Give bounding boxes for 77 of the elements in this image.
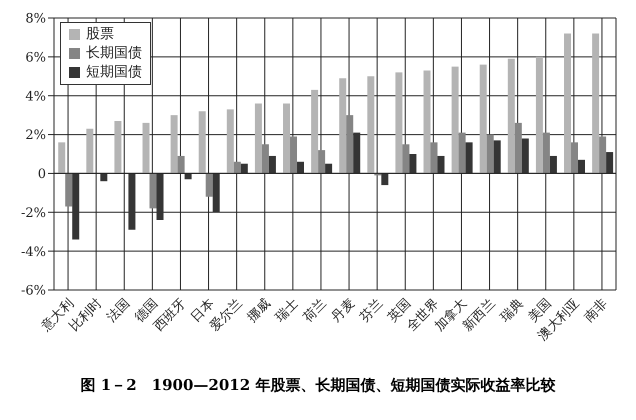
bar xyxy=(86,128,94,174)
bar xyxy=(268,156,276,174)
bar xyxy=(486,134,494,174)
bar xyxy=(325,164,332,174)
bar xyxy=(480,64,487,174)
bar xyxy=(240,164,248,174)
x-tick-label: 瑞典 xyxy=(497,296,526,326)
bar xyxy=(297,162,304,174)
bar xyxy=(212,173,220,212)
bar xyxy=(339,78,346,174)
bar xyxy=(550,156,557,174)
bar xyxy=(58,142,66,174)
bar xyxy=(564,34,572,174)
bar xyxy=(430,142,438,174)
bar xyxy=(346,115,354,174)
bar xyxy=(262,144,269,174)
bar xyxy=(395,72,402,174)
bar xyxy=(542,132,550,174)
bar xyxy=(65,173,72,206)
y-tick-label: -6% xyxy=(20,284,46,299)
y-tick-label: 2% xyxy=(25,128,46,144)
bar xyxy=(606,152,614,174)
bar xyxy=(114,120,122,174)
text: 图 1－2 1900—2012 年股票、长期国债、短期国债实际收益率比较 xyxy=(80,376,556,395)
legend-label: 股票 xyxy=(86,25,114,44)
x-tick-label: 荷兰 xyxy=(300,296,330,326)
bar xyxy=(234,162,241,174)
x-tick-label: 芬兰 xyxy=(356,296,386,326)
bar xyxy=(599,136,606,174)
y-tick-label: 4% xyxy=(25,89,46,104)
bar xyxy=(409,154,416,174)
bar xyxy=(466,142,473,174)
bar xyxy=(150,173,157,208)
bar xyxy=(536,56,543,174)
bar xyxy=(142,122,150,174)
bar xyxy=(578,160,586,174)
bar xyxy=(571,142,578,174)
y-tick-label: 6% xyxy=(25,50,46,66)
bar xyxy=(206,173,213,197)
bar xyxy=(72,173,80,240)
x-tick-label: 丹麦 xyxy=(328,296,358,326)
bar xyxy=(381,173,388,186)
bar xyxy=(156,173,164,220)
bar xyxy=(508,58,515,174)
bar xyxy=(290,136,298,174)
legend-label: 长期国债 xyxy=(86,44,142,63)
bar xyxy=(311,90,318,174)
bar xyxy=(283,103,290,174)
bar xyxy=(458,132,466,174)
y-tick-label: 0 xyxy=(38,167,46,182)
legend-label: 短期国债 xyxy=(86,63,142,82)
bar xyxy=(198,111,206,174)
bar xyxy=(170,115,178,174)
bar xyxy=(178,156,185,174)
bar xyxy=(226,109,234,174)
y-tick-label: 8% xyxy=(25,12,46,27)
bar xyxy=(522,138,529,174)
bar xyxy=(494,140,501,174)
bar xyxy=(424,70,431,174)
x-tick-label: 南非 xyxy=(582,296,611,326)
y-tick-label: -2% xyxy=(20,206,46,221)
bar xyxy=(128,173,136,230)
bar xyxy=(592,34,600,174)
bar xyxy=(438,156,445,174)
bar xyxy=(367,76,374,174)
y-tick-label: -4% xyxy=(20,244,46,260)
bar xyxy=(353,132,360,174)
bar xyxy=(254,103,262,174)
bar xyxy=(452,66,459,174)
bar xyxy=(184,173,192,180)
bar xyxy=(100,173,108,182)
bar xyxy=(514,122,522,174)
bar xyxy=(402,144,410,174)
x-tick-label: 瑞士 xyxy=(272,296,302,326)
x-tick-label: 法国 xyxy=(104,296,134,326)
bar xyxy=(318,150,326,174)
x-tick-label: 挪威 xyxy=(244,296,274,326)
